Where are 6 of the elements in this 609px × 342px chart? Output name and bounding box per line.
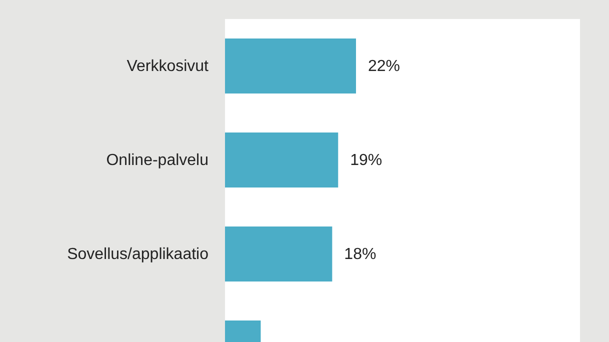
data-label: 22% xyxy=(368,58,400,75)
y-tick-label: Sovellus/applikaatio xyxy=(67,246,209,263)
y-tick-label: Verkkosivut xyxy=(126,58,210,75)
data-label: 18% xyxy=(344,246,376,263)
y-tick-label: Online-palvelu xyxy=(106,152,208,169)
data-label: 19% xyxy=(350,152,382,169)
